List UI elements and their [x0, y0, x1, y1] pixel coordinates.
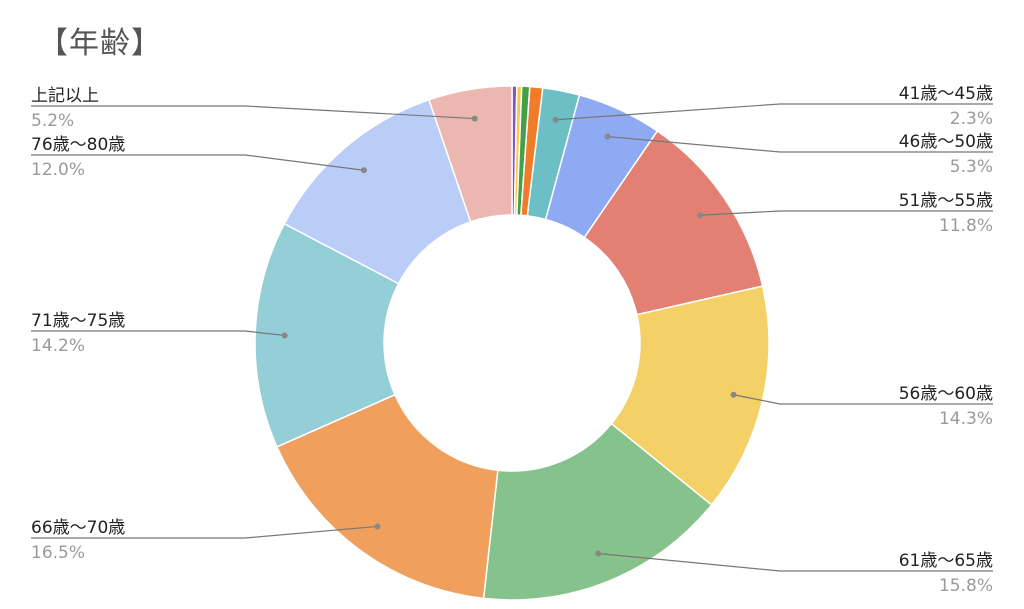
leader-dot [374, 523, 381, 530]
leader-dot [281, 332, 288, 339]
leader-line [31, 154, 365, 171]
slice-percent: 5.3% [950, 157, 993, 177]
leader-line [607, 135, 993, 153]
leader-line [598, 552, 993, 572]
slice-percent: 12.0% [31, 160, 85, 180]
slice-10 [254, 222, 400, 448]
slice-percent: 11.8% [939, 216, 993, 236]
leader-line [733, 394, 993, 405]
leader-dot [595, 550, 602, 557]
slice-percent: 16.5% [31, 543, 85, 563]
leader-dot [471, 115, 478, 122]
leader-line [31, 330, 285, 337]
slice-percent: 15.8% [939, 576, 993, 596]
chart-title: 【年齢】 [38, 26, 162, 61]
leader-dot [360, 167, 367, 174]
slice-label: 56歳〜60歳 [899, 384, 993, 404]
slice-label: 上記以上 [31, 86, 99, 106]
leader-dot [697, 212, 704, 219]
slice-7 [610, 285, 770, 507]
leader-dot [552, 116, 559, 123]
slice-label: 41歳〜45歳 [899, 84, 993, 104]
slice-label: 71歳〜75歳 [31, 311, 125, 331]
leader-dot [604, 133, 611, 140]
slice-percent: 14.3% [939, 409, 993, 429]
slice-label: 76歳〜80歳 [31, 135, 125, 155]
leader-line [31, 105, 475, 120]
slice-percent: 14.2% [31, 336, 85, 356]
leader-line [31, 525, 378, 539]
slice-label: 66歳〜70歳 [31, 518, 125, 538]
slice-9 [275, 393, 499, 600]
slice-12 [428, 85, 513, 223]
slice-label: 51歳〜55歳 [899, 191, 993, 211]
slice-percent: 5.2% [31, 111, 74, 131]
leader-line [700, 210, 993, 216]
slice-label: 61歳〜65歳 [899, 551, 993, 571]
slice-percent: 2.3% [950, 109, 993, 129]
slice-label: 46歳〜50歳 [899, 132, 993, 152]
leader-line [555, 103, 993, 121]
leader-dot [730, 391, 737, 398]
slice-8 [482, 422, 713, 601]
